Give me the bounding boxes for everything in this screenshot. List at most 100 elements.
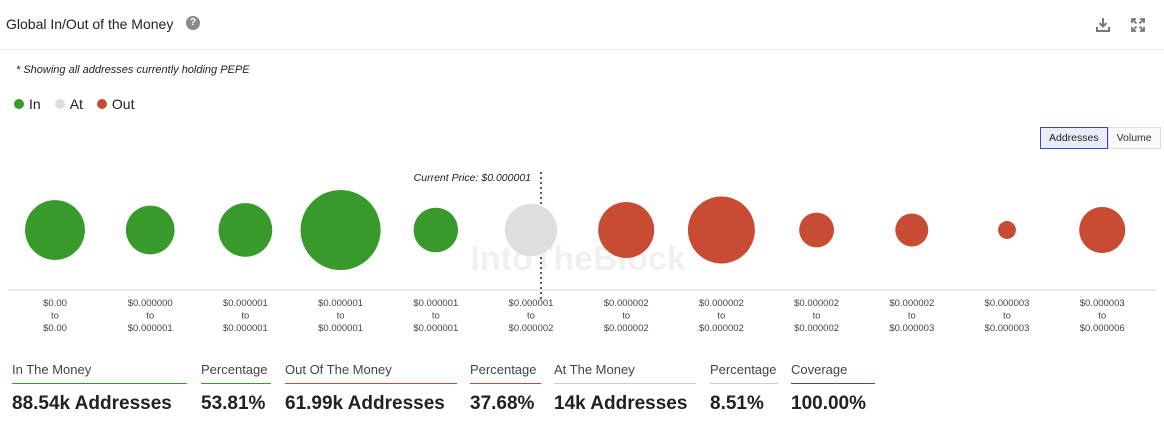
bubble-in[interactable]	[218, 203, 273, 257]
stat-in-the-money: In The Money 88.54k Addresses	[12, 362, 187, 415]
bubble-in[interactable]	[413, 207, 459, 253]
tick-label-high: $0.000001	[413, 323, 458, 334]
chart-title: Global In/Out of the Money	[6, 16, 174, 32]
tick-label-separator: to	[527, 311, 535, 322]
legend-dot-out	[96, 99, 107, 109]
legend-dot-at	[54, 99, 65, 109]
stat-value: 61.99k Addresses	[285, 393, 445, 414]
chart-legend: In At Out	[14, 96, 135, 112]
stat-coverage: Coverage 100.00%	[791, 362, 875, 415]
bubble-in[interactable]	[300, 190, 381, 270]
tick-label-high: $0.000001	[128, 323, 173, 334]
stat-in-percentage: Percentage 53.81%	[201, 362, 271, 415]
stat-at-percentage: Percentage 8.51%	[710, 362, 778, 415]
tick-label-high: $0.000002	[509, 323, 554, 334]
bubble-out[interactable]	[687, 196, 755, 264]
watermark-text: IntoTheBlock	[470, 240, 685, 278]
stat-underline	[201, 383, 271, 384]
tick-label-separator: to	[1098, 311, 1106, 322]
current-price-label: Current Price: $0.000001	[414, 172, 531, 184]
stat-underline	[470, 383, 541, 384]
bubble-out[interactable]	[598, 202, 655, 258]
tick-label-separator: to	[432, 311, 440, 322]
stat-label: At The Money	[554, 362, 635, 377]
tick-label-low: $0.00	[43, 298, 67, 309]
legend-label-at: At	[69, 96, 83, 112]
bubble-out[interactable]	[895, 213, 929, 247]
tick-label-low: $0.000003	[1080, 298, 1125, 309]
stat-underline	[791, 383, 875, 384]
tick-label-high: $0.000002	[699, 323, 744, 334]
tick-label-high: $0.000001	[223, 323, 268, 334]
stat-value: 8.51%	[710, 393, 764, 414]
download-icon	[1096, 18, 1110, 32]
tick-label-low: $0.000000	[128, 298, 173, 309]
stat-label: Percentage	[201, 362, 268, 377]
stat-underline	[12, 383, 187, 384]
stat-underline	[285, 383, 457, 384]
legend-item-out[interactable]: Out	[96, 96, 135, 112]
download-button[interactable]	[1092, 14, 1114, 36]
legend-label-in: In	[29, 96, 41, 112]
tick-label-separator: to	[717, 311, 725, 322]
legend-dot-in	[14, 99, 24, 109]
iotm-bubble-chart: IntoTheBlock Current Price: $0.000001 $0.0…	[8, 172, 1156, 334]
metric-toggle: Addresses Volume	[1040, 127, 1161, 149]
stat-value: 37.68%	[470, 393, 535, 414]
tick-label-separator: to	[1003, 311, 1011, 322]
tick-label-high: $0.000002	[604, 323, 649, 334]
tick-label-high: $0.000001	[318, 323, 363, 334]
bubble-at[interactable]	[504, 203, 558, 257]
tick-label-low: $0.000003	[985, 298, 1030, 309]
tick-label-high: $0.000003	[889, 323, 934, 334]
bubble-out[interactable]	[1079, 207, 1126, 253]
tick-label-high: $0.000003	[985, 323, 1030, 334]
tick-label-low: $0.000002	[889, 298, 934, 309]
stat-value: 14k Addresses	[554, 393, 688, 414]
legend-label-out: Out	[111, 96, 135, 112]
bubble-out[interactable]	[799, 212, 835, 248]
tick-label-high: $0.00	[43, 323, 67, 334]
stat-underline	[554, 383, 696, 384]
expand-icon	[1131, 18, 1145, 32]
stat-label: Percentage	[710, 362, 777, 377]
stat-label: In The Money	[12, 362, 92, 377]
stat-underline	[710, 383, 778, 384]
stat-value: 88.54k Addresses	[12, 393, 172, 414]
tick-label-separator: to	[337, 311, 345, 322]
tick-label-low: $0.000002	[604, 298, 649, 309]
tick-label-low: $0.000002	[699, 298, 744, 309]
stat-label: Out Of The Money	[285, 362, 392, 377]
stat-label: Percentage	[470, 362, 537, 377]
bubble-out[interactable]	[998, 221, 1016, 239]
stat-out-of-the-money: Out Of The Money 61.99k Addresses	[285, 362, 457, 415]
help-icon[interactable]: ?	[186, 16, 200, 30]
bubble-in[interactable]	[125, 205, 175, 255]
tick-label-separator: to	[51, 311, 59, 322]
chart-header: Global In/Out of the Money ?	[0, 0, 1164, 50]
stat-label: Coverage	[791, 362, 848, 377]
legend-item-in[interactable]: In	[14, 96, 41, 112]
tick-label-separator: to	[622, 311, 630, 322]
tick-label-separator: to	[241, 311, 249, 322]
tick-label-high: $0.000002	[794, 323, 839, 334]
expand-button[interactable]	[1127, 14, 1149, 36]
tick-label-separator: to	[908, 311, 916, 322]
stat-at-the-money: At The Money 14k Addresses	[554, 362, 696, 415]
stat-value: 100.00%	[791, 393, 867, 414]
tick-label-separator: to	[813, 311, 821, 322]
tick-label-high: $0.000006	[1080, 323, 1125, 334]
tick-label-low: $0.000001	[509, 298, 554, 309]
tick-label-low: $0.000001	[318, 298, 363, 309]
volume-toggle-button[interactable]: Volume	[1107, 127, 1161, 149]
tick-label-low: $0.000001	[223, 298, 268, 309]
summary-stats: In The Money 88.54k Addresses Percentage…	[0, 362, 1164, 422]
legend-item-at[interactable]: At	[54, 96, 83, 112]
stat-out-percentage: Percentage 37.68%	[470, 362, 541, 415]
holding-note: * Showing all addresses currently holdin…	[16, 64, 250, 76]
bubble-in[interactable]	[25, 200, 85, 260]
tick-label-low: $0.000001	[413, 298, 458, 309]
addresses-toggle-button[interactable]: Addresses	[1040, 127, 1108, 149]
tick-label-separator: to	[146, 311, 154, 322]
tick-label-low: $0.000002	[794, 298, 839, 309]
